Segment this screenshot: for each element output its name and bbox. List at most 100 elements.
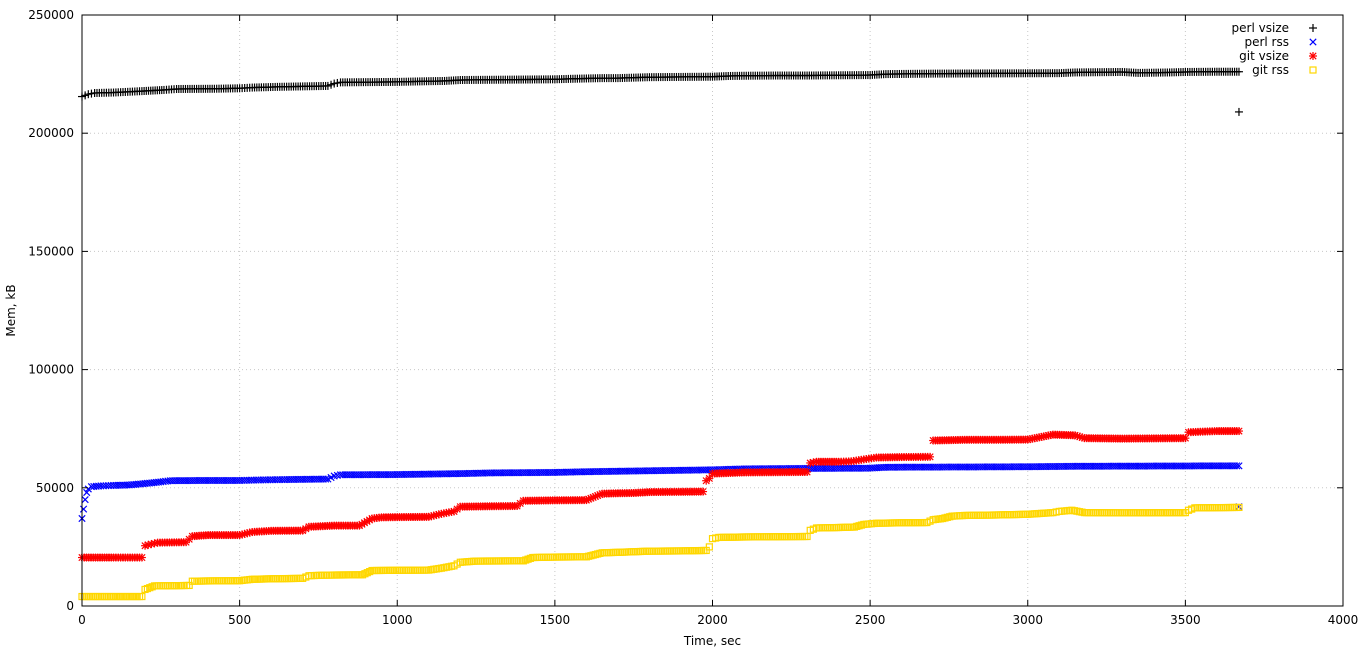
data-point — [821, 524, 829, 532]
data-point — [1228, 503, 1236, 512]
data-point — [79, 505, 88, 513]
data-point — [1103, 509, 1111, 517]
data-point — [1116, 509, 1124, 517]
data-point — [161, 582, 170, 590]
data-point — [1107, 509, 1115, 517]
data-point — [137, 553, 146, 562]
data-point — [540, 553, 548, 561]
data-point — [321, 475, 330, 483]
data-point — [1215, 504, 1223, 512]
data-point — [819, 524, 827, 532]
data-point — [542, 553, 550, 561]
y-tick-label: 0 — [66, 599, 74, 613]
data-point — [1195, 504, 1203, 512]
x-tick-label: 2000 — [697, 613, 728, 627]
data-point — [1087, 509, 1095, 517]
data-point — [1200, 504, 1208, 512]
data-point — [1219, 503, 1228, 512]
y-tick-label: 100000 — [28, 363, 74, 377]
y-axis-label: Mem, kB — [4, 284, 18, 336]
y-tick-label: 150000 — [28, 244, 74, 258]
plot-data — [78, 67, 1243, 601]
data-point — [1105, 509, 1113, 517]
legend-marker — [1309, 24, 1317, 32]
data-point — [828, 524, 836, 532]
data-point — [1235, 462, 1243, 470]
data-point — [817, 524, 825, 532]
legend-label: perl vsize — [1232, 21, 1289, 35]
x-tick-label: 1000 — [382, 613, 413, 627]
data-point — [168, 582, 176, 590]
data-point — [544, 553, 552, 561]
data-point — [1233, 462, 1241, 470]
x-tick-label: 500 — [228, 613, 251, 627]
data-point — [1094, 509, 1102, 517]
legend-marker — [1309, 52, 1317, 60]
data-point — [533, 553, 541, 562]
y-tick-label: 50000 — [36, 481, 74, 495]
data-point — [538, 553, 546, 561]
data-point — [1211, 504, 1219, 512]
data-point — [1096, 509, 1104, 517]
legend-label: git rss — [1252, 63, 1289, 77]
data-point — [147, 540, 156, 549]
x-axis-label: Time, sec — [683, 634, 741, 648]
data-point — [823, 524, 832, 532]
data-point — [803, 467, 812, 476]
data-point — [546, 553, 555, 561]
data-point — [157, 582, 165, 590]
data-point — [1089, 509, 1097, 517]
legend-marker — [1309, 38, 1317, 46]
data-point — [699, 487, 708, 496]
data-point — [1213, 504, 1221, 512]
data-point — [155, 582, 163, 590]
series-perl-vsize — [78, 67, 1243, 116]
data-point — [83, 488, 91, 497]
y-tick-label: 250000 — [28, 8, 74, 22]
data-point — [1224, 503, 1232, 512]
x-tick-label: 2500 — [855, 613, 886, 627]
legend-marker — [1309, 66, 1317, 74]
data-point — [1234, 427, 1243, 436]
y-tick-label: 200000 — [28, 126, 74, 140]
data-point — [1197, 504, 1206, 512]
x-tick-label: 3500 — [1170, 613, 1201, 627]
data-point — [826, 524, 834, 532]
data-point — [830, 524, 838, 532]
data-point — [1206, 504, 1214, 512]
x-tick-label: 4000 — [1328, 613, 1359, 627]
data-point — [1202, 504, 1210, 512]
data-point — [81, 495, 89, 504]
data-point — [832, 523, 840, 532]
data-point — [1226, 503, 1234, 512]
data-point — [1092, 509, 1100, 517]
data-point — [159, 582, 167, 590]
series-git-vsize — [78, 427, 1243, 562]
x-tick-label: 0 — [78, 613, 86, 627]
legend-label: git vsize — [1239, 49, 1289, 63]
data-point — [1204, 504, 1212, 512]
data-point — [926, 452, 935, 461]
series-git-rss — [78, 503, 1243, 601]
data-point — [1109, 509, 1118, 517]
data-point — [1112, 509, 1120, 517]
legend-label: perl rss — [1244, 35, 1289, 49]
x-tick-label: 1500 — [540, 613, 571, 627]
data-point — [166, 582, 174, 590]
data-point — [1222, 503, 1230, 512]
series-perl-rss — [78, 462, 1243, 523]
data-point — [1208, 504, 1217, 512]
data-point — [164, 582, 172, 590]
data-point — [535, 553, 544, 561]
x-tick-label: 3000 — [1012, 613, 1043, 627]
data-point — [1114, 509, 1122, 517]
data-point — [1085, 509, 1093, 517]
data-point — [1098, 509, 1106, 517]
data-point — [1234, 107, 1243, 116]
data-point — [1217, 504, 1225, 512]
data-point — [1234, 67, 1243, 76]
grid-lines — [82, 15, 1343, 606]
data-point — [1100, 509, 1109, 517]
